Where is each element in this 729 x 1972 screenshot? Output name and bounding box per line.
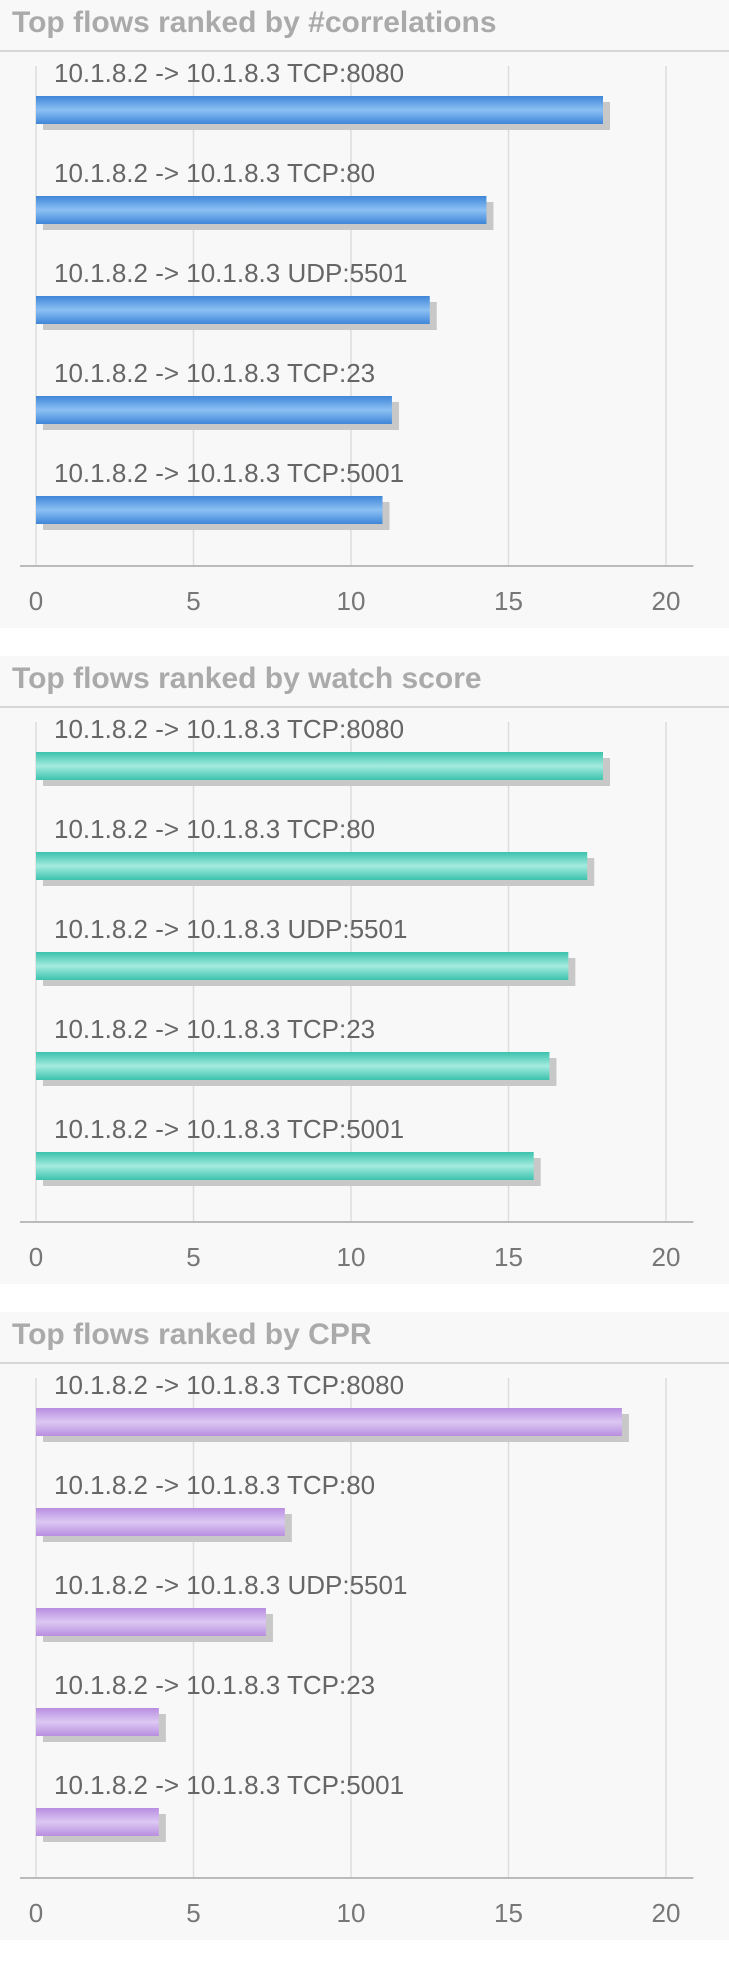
bar: [36, 1708, 159, 1736]
title-divider: [0, 50, 729, 52]
bar-label: 10.1.8.2 -> 10.1.8.3 UDP:5501: [54, 1570, 407, 1600]
bar-chart-correlations: 10.1.8.2 -> 10.1.8.3 TCP:8080 10.1.8.2 ->…: [20, 58, 694, 616]
bar-label: 10.1.8.2 -> 10.1.8.3 TCP:23: [54, 1670, 375, 1700]
bar: [36, 1408, 622, 1436]
bar: [36, 1808, 159, 1836]
bar: [36, 1052, 550, 1080]
bar-label: 10.1.8.2 -> 10.1.8.3 TCP:23: [54, 358, 375, 388]
bar-label: 10.1.8.2 -> 10.1.8.3 TCP:5001: [54, 1114, 404, 1144]
bar: [36, 496, 383, 524]
bar: [36, 96, 603, 124]
title-divider: [0, 1362, 729, 1364]
bar-label: 10.1.8.2 -> 10.1.8.3 TCP:8080: [54, 58, 404, 88]
bar: [36, 1152, 534, 1180]
x-tick-label: 5: [186, 586, 200, 616]
bar: [36, 1608, 266, 1636]
chart-panel-watch-score: Top flows ranked by watch score 10.1.8.2…: [0, 656, 729, 1284]
x-tick-label: 0: [29, 1898, 43, 1928]
bar-label: 10.1.8.2 -> 10.1.8.3 TCP:23: [54, 1014, 375, 1044]
bar: [36, 852, 588, 880]
x-tick-label: 20: [652, 586, 681, 616]
x-tick-label: 10: [337, 1898, 366, 1928]
chart-panel-correlations: Top flows ranked by #correlations 10.1.8…: [0, 0, 729, 628]
bar-label: 10.1.8.2 -> 10.1.8.3 TCP:80: [54, 814, 375, 844]
bar: [36, 196, 487, 224]
bar: [36, 296, 430, 324]
x-tick-label: 20: [652, 1898, 681, 1928]
x-tick-label: 5: [186, 1242, 200, 1272]
bar: [36, 1508, 285, 1536]
bar-chart-cpr: 10.1.8.2 -> 10.1.8.3 TCP:8080 10.1.8.2 ->…: [20, 1370, 694, 1928]
x-tick-label: 0: [29, 586, 43, 616]
chart-title: Top flows ranked by #correlations: [12, 6, 497, 39]
x-tick-label: 10: [337, 1242, 366, 1272]
bar-label: 10.1.8.2 -> 10.1.8.3 TCP:80: [54, 158, 375, 188]
chart-title: Top flows ranked by CPR: [12, 1318, 372, 1351]
x-tick-label: 10: [337, 586, 366, 616]
chart-panel-cpr: Top flows ranked by CPR 10.1.8.2 -> 10.1…: [0, 1312, 729, 1940]
bar: [36, 752, 603, 780]
bar-chart-watch-score: 10.1.8.2 -> 10.1.8.3 TCP:8080 10.1.8.2 ->…: [20, 714, 694, 1272]
bar-label: 10.1.8.2 -> 10.1.8.3 TCP:8080: [54, 1370, 404, 1400]
bar-label: 10.1.8.2 -> 10.1.8.3 TCP:8080: [54, 714, 404, 744]
x-tick-label: 20: [652, 1242, 681, 1272]
x-tick-label: 15: [494, 1242, 523, 1272]
x-tick-label: 0: [29, 1242, 43, 1272]
bar-label: 10.1.8.2 -> 10.1.8.3 UDP:5501: [54, 914, 407, 944]
chart-title: Top flows ranked by watch score: [12, 662, 482, 695]
bar-label: 10.1.8.2 -> 10.1.8.3 TCP:5001: [54, 1770, 404, 1800]
title-divider: [0, 706, 729, 708]
bar: [36, 952, 569, 980]
x-tick-label: 15: [494, 1898, 523, 1928]
bar-label: 10.1.8.2 -> 10.1.8.3 TCP:80: [54, 1470, 375, 1500]
bar: [36, 396, 392, 424]
x-tick-label: 15: [494, 586, 523, 616]
x-tick-label: 5: [186, 1898, 200, 1928]
bar-label: 10.1.8.2 -> 10.1.8.3 UDP:5501: [54, 258, 407, 288]
bar-label: 10.1.8.2 -> 10.1.8.3 TCP:5001: [54, 458, 404, 488]
